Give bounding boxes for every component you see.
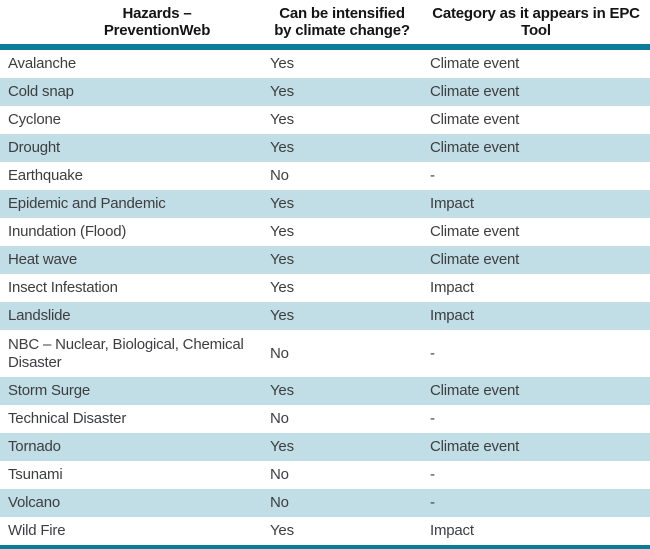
cell-intensified: Yes	[270, 251, 294, 268]
table-row: Insect Infestation Yes Impact	[0, 274, 650, 302]
cell-intensified: Yes	[270, 83, 294, 100]
cell-intensified: Yes	[270, 111, 294, 128]
cell-intensified: No	[270, 167, 289, 184]
cell-intensified: Yes	[270, 139, 294, 156]
cell-hazard: Avalanche	[8, 55, 76, 72]
cell-category: -	[430, 494, 435, 511]
cell-category: Climate event	[430, 139, 520, 156]
table-row: Landslide Yes Impact	[0, 302, 650, 330]
cell-hazard: Volcano	[8, 494, 60, 511]
cell-intensified: No	[270, 344, 289, 362]
header-category-line1: Category as it appears in EPC	[432, 5, 640, 22]
cell-category: -	[430, 466, 435, 483]
cell-intensified: Yes	[270, 307, 294, 324]
cell-category: Impact	[430, 307, 474, 324]
cell-hazard: Epidemic and Pandemic	[8, 195, 166, 212]
table-row: Drought Yes Climate event	[0, 134, 650, 162]
table-row: Earthquake No -	[0, 162, 650, 190]
table-row: Avalanche Yes Climate event	[0, 50, 650, 78]
header-cell-hazards: Hazards – PreventionWeb	[0, 5, 262, 39]
cell-hazard: Technical Disaster	[8, 410, 127, 427]
table-row: Cyclone Yes Climate event	[0, 106, 650, 134]
cell-category: Impact	[430, 195, 474, 212]
cell-category: Impact	[430, 279, 474, 296]
cell-category: Climate event	[430, 223, 520, 240]
cell-hazard: Landslide	[8, 307, 71, 324]
table-row: Tornado Yes Climate event	[0, 433, 650, 461]
table-row: Tsunami No -	[0, 461, 650, 489]
header-hazards-line1: Hazards –	[122, 5, 192, 22]
cell-hazard: Tornado	[8, 438, 61, 455]
table-bottom-border	[0, 545, 650, 549]
cell-intensified: Yes	[270, 195, 294, 212]
table-row: Epidemic and Pandemic Yes Impact	[0, 190, 650, 218]
cell-intensified: No	[270, 410, 289, 427]
table-body: Avalanche Yes Climate event Cold snap Yes Cli…	[0, 50, 650, 545]
cell-intensified: Yes	[270, 382, 294, 399]
table-row: Storm Surge Yes Climate event	[0, 377, 650, 405]
header-intensified-line2: by climate change?	[274, 22, 410, 39]
cell-intensified: Yes	[270, 55, 294, 72]
cell-category: Climate event	[430, 382, 520, 399]
header-intensified-line1: Can be intensified	[279, 5, 405, 22]
cell-category: -	[430, 167, 435, 184]
cell-intensified: No	[270, 466, 289, 483]
cell-hazard: Insect Infestation	[8, 279, 118, 296]
cell-category: Impact	[430, 522, 474, 539]
table-row: Wild Fire Yes Impact	[0, 517, 650, 545]
cell-hazard: Earthquake	[8, 167, 83, 184]
cell-category: -	[430, 410, 435, 427]
cell-hazard: Cold snap	[8, 83, 74, 100]
cell-hazard: Cyclone	[8, 111, 61, 128]
cell-hazard: Storm Surge	[8, 382, 90, 399]
cell-intensified: No	[270, 494, 289, 511]
cell-intensified: Yes	[270, 438, 294, 455]
cell-intensified: Yes	[270, 522, 294, 539]
cell-hazard: Inundation (Flood)	[8, 223, 127, 240]
header-underline	[0, 44, 650, 50]
cell-category: Climate event	[430, 55, 520, 72]
cell-category: -	[430, 344, 435, 362]
table-row: Volcano No -	[0, 489, 650, 517]
cell-intensified: Yes	[270, 223, 294, 240]
header-category-line2: Tool	[521, 22, 551, 39]
cell-hazard: Wild Fire	[8, 522, 66, 539]
cell-category: Climate event	[430, 251, 520, 268]
cell-category: Climate event	[430, 111, 520, 128]
cell-hazard: Heat wave	[8, 251, 78, 268]
header-cell-category: Category as it appears in EPC Tool	[422, 5, 650, 39]
table-row: Heat wave Yes Climate event	[0, 246, 650, 274]
cell-category: Climate event	[430, 83, 520, 100]
table-row: Technical Disaster No -	[0, 405, 650, 433]
table-row: Inundation (Flood) Yes Climate event	[0, 218, 650, 246]
cell-category: Climate event	[430, 438, 520, 455]
cell-hazard: NBC – Nuclear, Biological, Chemical Disa…	[8, 335, 244, 371]
table-row: Cold snap Yes Climate event	[0, 78, 650, 106]
cell-intensified: Yes	[270, 279, 294, 296]
header-hazards-line2: PreventionWeb	[103, 22, 211, 39]
cell-hazard: Drought	[8, 139, 60, 156]
header-cell-intensified: Can be intensified by climate change?	[262, 5, 422, 39]
table-row: NBC – Nuclear, Biological, Chemical Disa…	[0, 330, 650, 377]
table-header-row: Hazards – PreventionWeb Can be intensifi…	[0, 0, 650, 44]
cell-hazard: Tsunami	[8, 466, 63, 483]
